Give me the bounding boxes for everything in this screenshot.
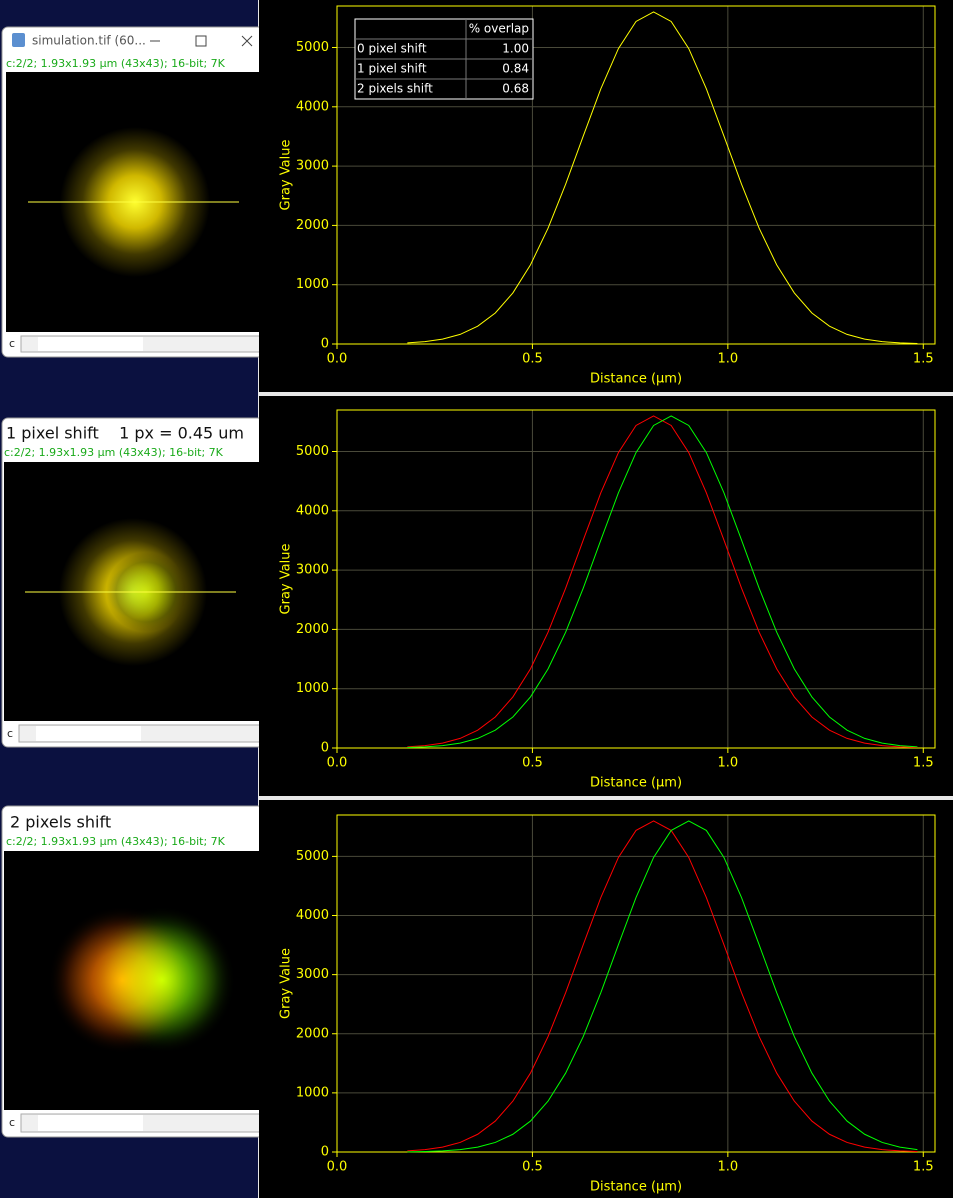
y-tick-label: 0	[321, 337, 329, 352]
image-info: c:2/2; 1.93x1.93 µm (43x43); 16-bit; 7K	[6, 835, 226, 848]
scroll-thumb[interactable]	[38, 337, 143, 351]
table-value: 0.84	[502, 62, 529, 76]
x-tick-label: 0.5	[522, 1160, 543, 1175]
x-tick-label: 0.5	[522, 756, 543, 771]
table-header: % overlap	[469, 22, 529, 36]
window-title: 1 pixel shift 1 px = 0.45 um	[6, 424, 244, 443]
image-window[interactable]: 2 pixels shift c:2/2; 1.93x1.93 µm (43x4…	[1, 805, 269, 1138]
window-title: simulation.tif (60...	[32, 34, 146, 48]
y-tick-label: 4000	[296, 503, 329, 518]
y-tick-label: 2000	[296, 1026, 329, 1041]
x-tick-label: 1.5	[913, 1160, 934, 1175]
x-tick-label: 1.0	[718, 352, 739, 367]
y-tick-label: 5000	[296, 444, 329, 459]
table-value: 0.68	[502, 82, 529, 96]
x-tick-label: 1.0	[718, 756, 739, 771]
y-tick-label: 0	[321, 741, 329, 756]
plot-frame	[336, 5, 936, 345]
channel-label: c	[9, 1116, 15, 1129]
y-tick-label: 1000	[296, 1085, 329, 1100]
table-value: 1.00	[502, 42, 529, 56]
x-axis-label: Distance (µm)	[590, 372, 682, 387]
y-tick-label: 0	[321, 1145, 329, 1160]
y-tick-label: 3000	[296, 563, 329, 578]
image-window[interactable]: simulation.tif (60... c:2/2; 1.93x1.93 µ…	[1, 26, 269, 358]
x-tick-label: 1.5	[913, 352, 934, 367]
image-info: c:2/2; 1.93x1.93 µm (43x43); 16-bit; 7K	[6, 57, 226, 70]
x-tick-label: 0.0	[327, 352, 348, 367]
spot-green	[88, 906, 236, 1054]
y-tick-label: 1000	[296, 681, 329, 696]
y-tick-label: 2000	[296, 622, 329, 637]
x-tick-label: 1.0	[718, 1160, 739, 1175]
plot-panel	[259, 800, 953, 1198]
table-row-label: 0 pixel shift	[357, 42, 427, 56]
y-tick-label: 4000	[296, 908, 329, 923]
x-tick-label: 1.5	[913, 756, 934, 771]
table-row-label: 1 pixel shift	[357, 62, 427, 76]
data-line	[407, 820, 918, 1153]
table-row-label: 2 pixels shift	[357, 82, 433, 96]
x-tick-label: 0.0	[327, 756, 348, 771]
plot-frame	[336, 409, 936, 749]
data-line	[407, 820, 918, 1153]
app-icon	[12, 33, 25, 47]
x-axis-label: Distance (µm)	[590, 1180, 682, 1195]
close-button[interactable]	[241, 35, 253, 47]
x-tick-label: 0.0	[327, 1160, 348, 1175]
x-tick-label: 0.5	[522, 352, 543, 367]
y-tick-label: 3000	[296, 967, 329, 982]
maximize-button[interactable]	[195, 35, 207, 47]
y-tick-label: 4000	[296, 99, 329, 114]
scroll-thumb[interactable]	[36, 726, 141, 741]
y-axis-label: Gray Value	[279, 948, 294, 1019]
image-info: c:2/2; 1.93x1.93 µm (43x43); 16-bit; 7K	[4, 446, 224, 459]
scroll-thumb[interactable]	[38, 1115, 143, 1131]
y-axis-label: Gray Value	[279, 544, 294, 615]
channel-label: c	[7, 727, 13, 740]
y-tick-label: 2000	[296, 218, 329, 233]
y-tick-label: 1000	[296, 277, 329, 292]
window-title: 2 pixels shift	[10, 813, 111, 832]
x-axis-label: Distance (µm)	[590, 776, 682, 791]
y-tick-label: 5000	[296, 849, 329, 864]
y-axis-label: Gray Value	[279, 140, 294, 211]
y-tick-label: 3000	[296, 159, 329, 174]
data-line	[407, 415, 918, 749]
data-line	[407, 11, 918, 345]
plot-frame	[336, 814, 936, 1153]
channel-label: c	[9, 337, 15, 350]
y-tick-label: 5000	[296, 40, 329, 55]
plot-panel	[259, 396, 953, 796]
image-window[interactable]: 1 pixel shift 1 px = 0.45 um c:2/2; 1.93…	[1, 417, 267, 748]
